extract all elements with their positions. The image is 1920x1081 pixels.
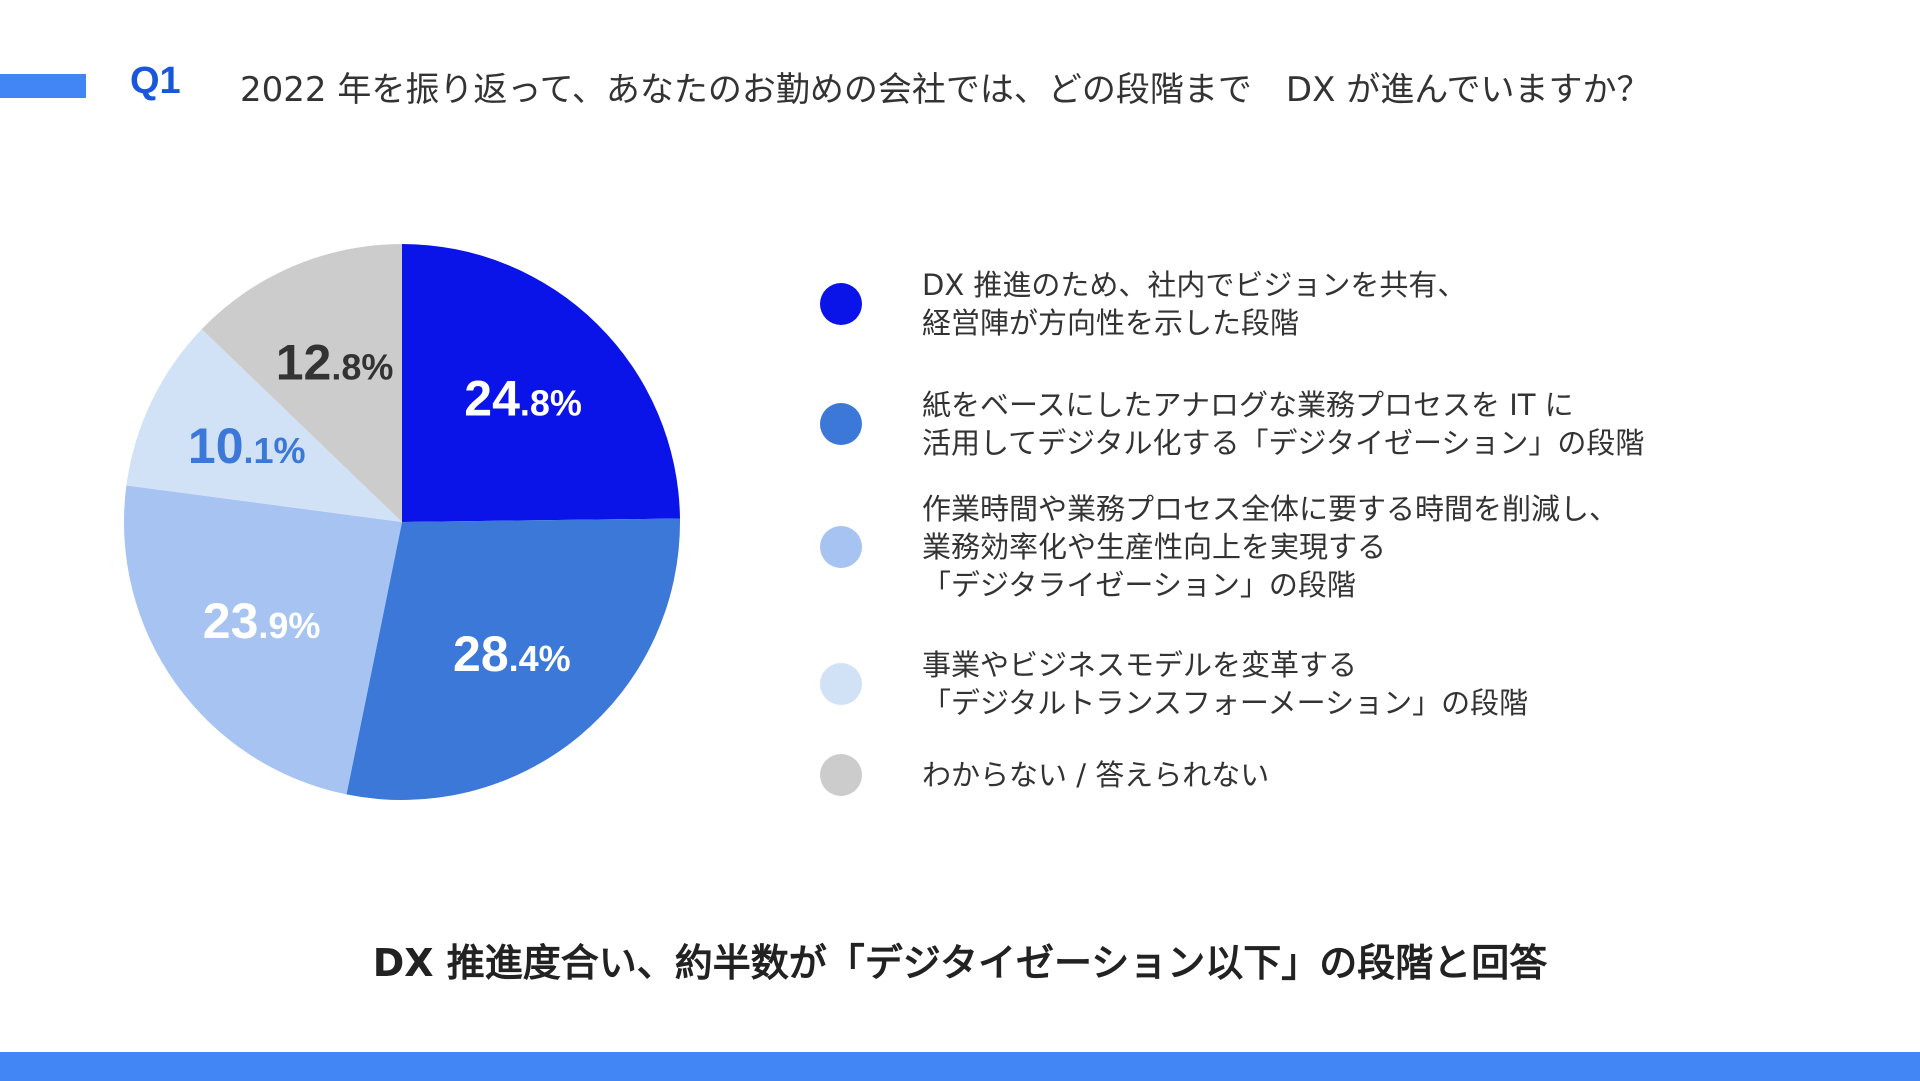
pie-slice-2: [346, 518, 680, 800]
legend-label-5: わからない / 答えられない: [922, 758, 1270, 792]
pie-slice-label-1: 24.8%: [464, 370, 582, 426]
legend-swatch-1: [820, 283, 862, 325]
legend-label-2: 紙をベースにしたアナログな業務プロセスを IT に 活用してデジタル化する「デジ…: [922, 388, 1645, 460]
pie-chart: 24.8% 28.4% 23.9% 10.1% 12.8%: [123, 244, 680, 800]
pie-slice-5: [201, 244, 402, 522]
legend-label-4: 事業やビジネスモデルを変革する 「デジタルトランスフォーメーション」の段階: [922, 648, 1529, 720]
legend-swatch-3: [820, 526, 862, 568]
question-number: Q1: [130, 60, 181, 102]
pie-slice-label-5: 12.8%: [276, 334, 394, 390]
legend-swatch-2: [820, 403, 862, 445]
pie-slice-1: [402, 244, 680, 522]
footer-bar: [0, 1052, 1920, 1081]
pie-slice-label-2: 28.4%: [453, 626, 571, 682]
legend-swatch-4: [820, 663, 862, 705]
conclusion-text: DX 推進度合い、約半数が「デジタイゼーション以下」の段階と回答: [372, 941, 1548, 985]
pie-slice-4: [126, 329, 403, 522]
pie-slice-label-4: 10.1%: [188, 418, 306, 474]
pie-slice-label-3: 23.9%: [203, 593, 321, 649]
question-text: 2022 年を振り返って、あなたのお勤めの会社では、どの段階まで DX が進んで…: [240, 70, 1651, 110]
header-accent-bar: [0, 74, 86, 98]
legend-label-3: 作業時間や業務プロセス全体に要する時間を削減し、 業務効率化や生産性向上を実現す…: [922, 492, 1619, 602]
legend-swatch-5: [820, 754, 862, 796]
pie-slice-3: [123, 485, 402, 795]
legend-label-1: DX 推進のため、社内でビジョンを共有、 経営陣が方向性を示した段階: [922, 268, 1467, 340]
